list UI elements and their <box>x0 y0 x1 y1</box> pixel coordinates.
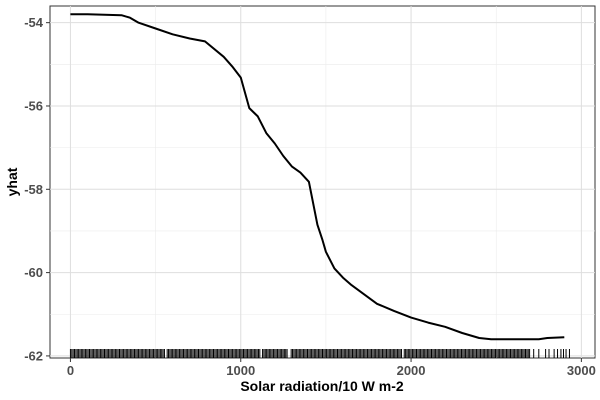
rug-ticks <box>69 349 570 358</box>
yhat-line <box>70 13 565 341</box>
y-tick-label: -58 <box>24 182 43 197</box>
x-tick-label: 3000 <box>567 363 596 378</box>
x-axis-title: Solar radiation/10 W m-2 <box>240 378 404 394</box>
y-axis-title: yhat <box>4 167 20 196</box>
y-tick-label: -54 <box>24 15 44 30</box>
y-tick-label: -62 <box>24 348 43 363</box>
plot-panel <box>49 5 596 359</box>
x-tick-label: 0 <box>67 363 74 378</box>
y-tick-label: -60 <box>24 265 43 280</box>
y-tick-label: -56 <box>24 98 43 113</box>
x-tick-label: 1000 <box>226 363 255 378</box>
x-tick-label: 2000 <box>397 363 426 378</box>
axes: 0 1000 2000 3000 -54 -56 -58 -60 -62 <box>24 15 596 378</box>
